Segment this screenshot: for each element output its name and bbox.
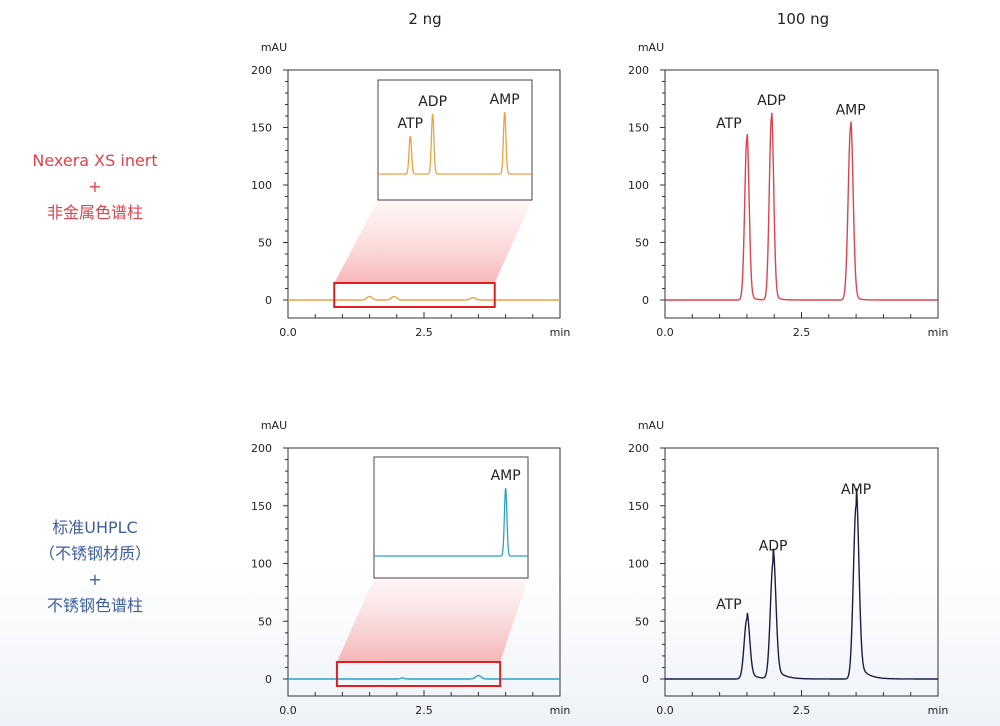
peak-label: ATP [716, 116, 741, 132]
y-tick-label: 100 [251, 558, 272, 571]
peak-label: ADP [759, 538, 788, 554]
y-tick-label: 150 [628, 122, 649, 135]
peak-label: ATP [716, 597, 741, 613]
y-tick-label: 200 [251, 64, 272, 77]
x-axis-label: min [928, 704, 949, 717]
chromatogram-trace [288, 674, 560, 680]
y-tick-label: 100 [628, 179, 649, 192]
inset-trace [378, 111, 532, 175]
peak-label: ADP [757, 93, 786, 109]
x-tick-label: 2.5 [415, 326, 433, 339]
row-label-standard: 标准UHPLC （不锈钢材质） + 不锈钢色谱柱 [0, 515, 190, 619]
inset-peak-label: AMP [490, 92, 520, 108]
inset-peak-label: ATP [398, 116, 423, 132]
y-tick-label: 0 [265, 673, 272, 686]
x-tick-label: 2.5 [793, 704, 811, 717]
y-tick-label: 50 [635, 237, 649, 250]
x-tick-label: 0.0 [656, 704, 674, 717]
y-axis-label: mAU [261, 419, 287, 432]
y-tick-label: 100 [251, 179, 272, 192]
y-axis-label: mAU [638, 419, 664, 432]
y-tick-label: 100 [628, 558, 649, 571]
x-tick-label: 0.0 [279, 704, 297, 717]
chromatogram-trace [665, 488, 938, 680]
row-label-line: 非金属色谱柱 [46, 203, 143, 222]
inset-box [373, 456, 529, 579]
zoom-highlight-box [335, 661, 502, 687]
plot-frame [664, 447, 939, 697]
x-tick-label: 2.5 [793, 326, 811, 339]
y-tick-label: 0 [642, 294, 649, 307]
y-tick-label: 200 [251, 442, 272, 455]
x-tick-label: 2.5 [415, 704, 433, 717]
x-axis-label: min [550, 704, 571, 717]
row-label-inert: Nexera XS inert + 非金属色谱柱 [0, 148, 190, 226]
y-tick-label: 200 [628, 64, 649, 77]
inset-peak-label: ADP [418, 94, 447, 110]
peak-label: AMP [836, 102, 866, 118]
row-label-line: 标准UHPLC [52, 518, 138, 537]
zoom-wedge [334, 200, 532, 283]
x-axis-label: min [928, 326, 949, 339]
chromatogram-trace [665, 112, 938, 301]
zoom-highlight-box [333, 282, 496, 308]
chromatogram-trace [288, 295, 560, 301]
row-label-line: Nexera XS inert [32, 151, 158, 170]
column-title-100ng: 100 ng [776, 10, 830, 28]
inset-peak-label: AMP [491, 468, 521, 484]
column-title-2ng: 2 ng [408, 10, 442, 28]
row-label-line: 不锈钢色谱柱 [46, 596, 143, 615]
row-label-line: （不锈钢材质） [38, 544, 151, 563]
x-tick-label: 0.0 [279, 326, 297, 339]
x-axis-label: min [550, 326, 571, 339]
row-label-line: + [88, 570, 102, 589]
x-tick-label: 0.0 [656, 326, 674, 339]
y-axis-label: mAU [261, 41, 287, 54]
row-label-line: + [88, 177, 102, 196]
y-tick-label: 50 [258, 615, 272, 628]
zoom-wedge [336, 578, 528, 662]
y-tick-label: 50 [258, 237, 272, 250]
y-tick-label: 150 [251, 122, 272, 135]
y-tick-label: 200 [628, 442, 649, 455]
y-tick-label: 150 [251, 500, 272, 513]
inset-trace [374, 487, 528, 557]
y-tick-label: 0 [642, 673, 649, 686]
plot-frame [664, 69, 939, 319]
y-tick-label: 50 [635, 615, 649, 628]
y-tick-label: 150 [628, 500, 649, 513]
peak-label: AMP [841, 482, 871, 498]
y-tick-label: 0 [265, 294, 272, 307]
y-axis-label: mAU [638, 41, 664, 54]
